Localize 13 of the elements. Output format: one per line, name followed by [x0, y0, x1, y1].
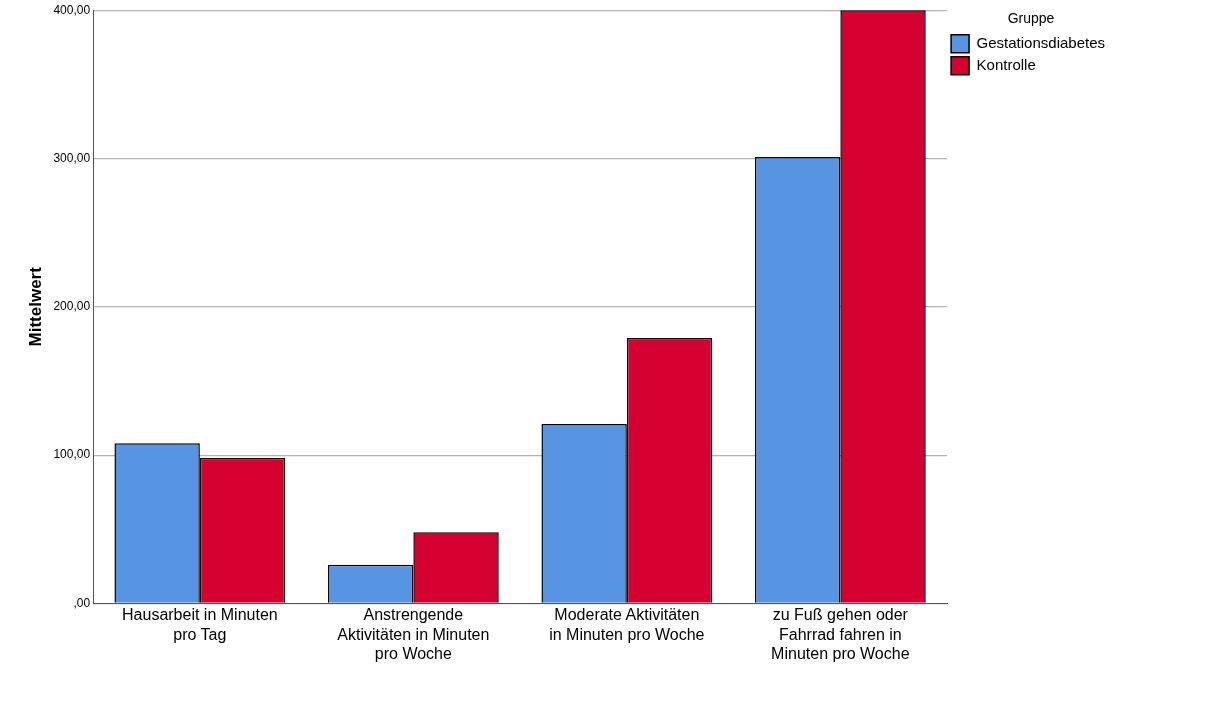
y-tick-label: ,00	[73, 595, 91, 610]
x-tick-label: Anstrengende Aktivitäten in Minuten pro Woche	[337, 606, 490, 662]
legend-label: Kontrolle	[976, 55, 1036, 73]
y-tick-label: 300,00	[53, 150, 91, 165]
y-axis-title: Mittelwert	[25, 266, 45, 347]
y-tick-label: 400,00	[53, 2, 91, 17]
y-tick-label: 100,00	[53, 447, 91, 462]
x-tick-label: Hausarbeit in Minuten pro Tag	[122, 606, 278, 643]
x-tick-label: Moderate Aktivitäten in Minuten pro Woche	[549, 606, 705, 643]
x-tick-label: zu Fuß gehen oder Fahrrad fahren in Minuten pro Woche	[771, 606, 910, 662]
legend-title: Gruppe	[1007, 9, 1055, 26]
y-tick-label: 200,00	[53, 299, 91, 314]
legend-label: Gestationsdiabetes	[976, 33, 1106, 51]
